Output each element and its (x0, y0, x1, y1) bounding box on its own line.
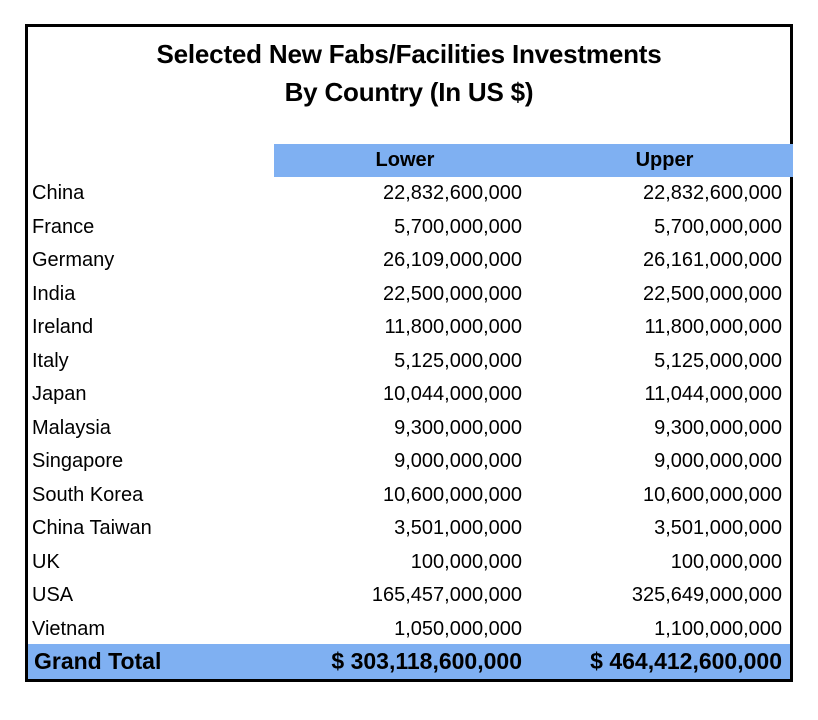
country-cell: India (32, 282, 76, 305)
grand-total-upper: $ 464,412,600,000 (590, 648, 782, 674)
country-cell: USA (32, 584, 74, 606)
country-cell: UK (32, 550, 60, 573)
upper-value-cell: 22,500,000,000 (642, 282, 782, 305)
column-header-band (274, 144, 793, 177)
lower-value-cell: 3,501,000,000 (394, 517, 522, 539)
table-row: Singapore 9,000,000,000 9,000,000,000 (28, 445, 790, 479)
table-row: France 5,700,000,000 5,700,000,000 (28, 211, 790, 245)
table-title: Selected New Fabs/Facilities Investments (156, 39, 662, 69)
table-row: Italy 5,125,000,000 5,125,000,000 (28, 345, 790, 379)
country-cell: France (32, 215, 95, 238)
country-cell: Japan (32, 383, 87, 405)
lower-value-cell: 100,000,000 (410, 550, 522, 573)
grand-total-lower: $ 303,118,600,000 (331, 648, 522, 674)
lower-value-cell: 5,125,000,000 (394, 349, 522, 372)
table-row: Ireland 11,800,000,000 11,800,000,000 (28, 311, 790, 345)
column-header-upper: Upper (635, 149, 694, 171)
table-row: Malaysia 9,300,000,000 9,300,000,000 (28, 412, 790, 446)
upper-value-cell: 325,649,000,000 (631, 584, 782, 606)
table-row: USA 165,457,000,000 325,649,000,000 (28, 579, 790, 613)
lower-value-cell: 22,832,600,000 (382, 182, 522, 204)
lower-value-cell: 10,600,000,000 (382, 483, 522, 506)
upper-value-cell: 100,000,000 (670, 550, 782, 573)
table-row: India 22,500,000,000 22,500,000,000 (28, 278, 790, 312)
lower-value-cell: 26,109,000,000 (382, 249, 522, 271)
country-cell: Malaysia (32, 416, 111, 439)
country-cell: South Korea (32, 483, 144, 506)
upper-value-cell: 5,125,000,000 (654, 349, 782, 372)
table-row: Japan 10,044,000,000 11,044,000,000 (28, 378, 790, 412)
lower-value-cell: 5,700,000,000 (394, 215, 522, 238)
country-cell: China Taiwan (32, 517, 152, 539)
upper-value-cell: 9,300,000,000 (654, 416, 782, 439)
table-row: UK 100,000,000 100,000,000 (28, 546, 790, 580)
column-header-lower: Lower (375, 149, 435, 171)
country-cell: Ireland (32, 316, 94, 338)
upper-value-cell: 10,600,000,000 (642, 483, 782, 506)
country-cell: Vietnam (32, 617, 106, 640)
table-row: Germany 26,109,000,000 26,161,000,000 (28, 244, 790, 278)
table-row: South Korea 10,600,000,000 10,600,000,000 (28, 479, 790, 513)
investment-table: Selected New Fabs/Facilities Investments… (25, 24, 793, 682)
table-row: China Taiwan 3,501,000,000 3,501,000,000 (28, 512, 790, 546)
lower-value-cell: 22,500,000,000 (382, 282, 522, 305)
lower-value-cell: 10,044,000,000 (382, 383, 522, 405)
lower-value-cell: 9,000,000,000 (394, 450, 522, 472)
country-cell: Germany (32, 249, 115, 271)
upper-value-cell: 11,044,000,000 (644, 383, 782, 405)
country-cell: China (32, 182, 85, 204)
upper-value-cell: 26,161,000,000 (642, 249, 782, 271)
grand-total-row: Grand Total $ 303,118,600,000 $ 464,412,… (28, 644, 790, 679)
table-subtitle: By Country (In US $) (284, 77, 534, 107)
lower-value-cell: 165,457,000,000 (371, 584, 522, 606)
upper-value-cell: 11,800,000,000 (644, 316, 782, 338)
lower-value-cell: 1,050,000,000 (394, 617, 522, 640)
table-body: China 22,832,600,000 22,832,600,000 France 5… (28, 177, 790, 646)
upper-value-cell: 5,700,000,000 (654, 215, 782, 238)
table-title-block: Selected New Fabs/Facilities Investments… (28, 35, 790, 111)
upper-value-cell: 1,100,000,000 (654, 617, 782, 640)
country-cell: Italy (32, 349, 69, 372)
lower-value-cell: 9,300,000,000 (394, 416, 522, 439)
upper-value-cell: 9,000,000,000 (654, 450, 782, 472)
grand-total-label: Grand Total (34, 648, 162, 674)
lower-value-cell: 11,800,000,000 (384, 316, 522, 338)
upper-value-cell: 3,501,000,000 (654, 517, 782, 539)
upper-value-cell: 22,832,600,000 (642, 182, 782, 204)
country-cell: Singapore (32, 450, 124, 472)
table-row: Vietnam 1,050,000,000 1,100,000,000 (28, 613, 790, 647)
table-row: China 22,832,600,000 22,832,600,000 (28, 177, 790, 211)
